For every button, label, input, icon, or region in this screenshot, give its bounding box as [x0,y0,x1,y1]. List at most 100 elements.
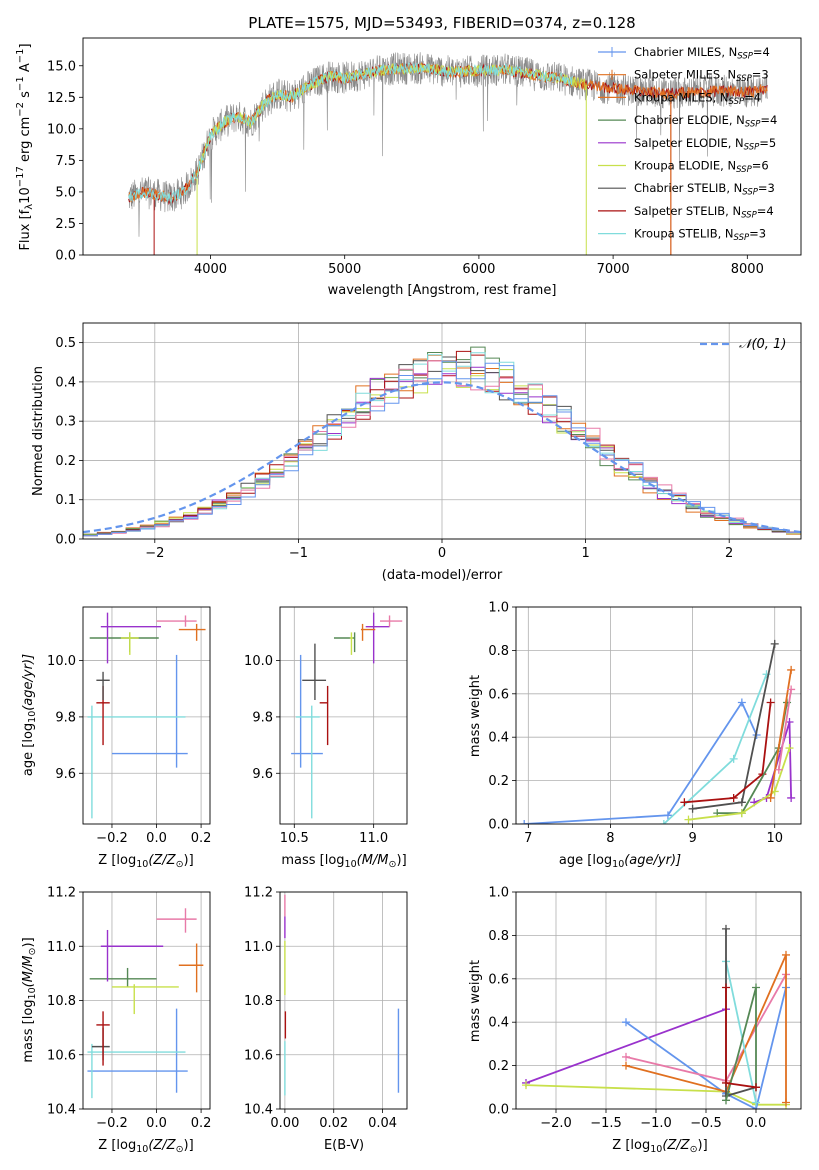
x-tick-label: 1 [581,546,589,561]
axes-age-vs-mass: 10.5 11.0 9.6 9.8 10.0 [244,606,408,846]
plus-marker [787,665,796,674]
label-part: )] [21,937,36,947]
y-tick-label: 0.5 [55,336,76,351]
legend-sub: SSP [736,165,752,175]
x-tick-label: 0.0 [146,831,167,846]
series-line [725,961,757,1103]
y-tick-label: 0.2 [488,774,509,789]
plot-area [83,346,801,537]
legend-tail: =6 [752,159,769,173]
axes-frame [515,606,802,825]
x-tick-label: −1.5 [590,1116,622,1131]
label-part: (M/M [21,955,36,987]
label-sub: ⊙ [690,1144,698,1155]
plus-marker [770,639,779,648]
legend-tail: =3 [749,227,766,241]
series-line [525,1084,786,1106]
legend-label: Salpeter STELIB, N [634,204,741,218]
x-axis-label: Z [log10(Z/Z⊙)] [98,1138,193,1155]
legend-entry: Kroupa MILES, NSSP=4 [634,90,761,107]
x-tick-label: 10 [766,831,783,846]
x-tick-label: 7000 [597,262,630,277]
label-part: (M/M [357,853,389,868]
y-axis-label: mass weight [468,960,483,1042]
x-tick-label: −1 [289,546,308,561]
x-tick-label: 10.5 [280,831,309,846]
legend-label: Salpeter ELODIE, N [634,136,744,150]
y-tick-label: 10.4 [47,1103,76,1118]
legend-sub: SSP [729,97,745,107]
x-tick-label: −2 [145,546,164,561]
x-tick-label: 11.0 [359,831,388,846]
legend-tail: =4 [757,204,774,218]
legend-tail: =4 [760,113,777,127]
x-tick-label: 4000 [194,262,227,277]
x-tick-label: 2 [725,546,733,561]
x-tick-label: 8000 [731,262,764,277]
legend-entry: Chabrier MILES, NSSP=4 [634,45,770,62]
plus-marker [766,793,775,802]
x-tick-label: 0.2 [191,831,212,846]
y-tick-label: 0.8 [488,929,509,944]
plot-area [291,612,403,819]
label-sub: λ [24,204,35,210]
y-tick-label: 0.0 [55,249,76,264]
y-tick-label: 10.8 [47,994,76,1009]
legend-label: Chabrier STELIB, N [634,181,742,195]
plus-marker [787,793,796,802]
legend-label: Kroupa MILES, N [634,90,729,104]
label-part: age [log [21,723,36,776]
legend-tail: =4 [753,45,770,59]
x-tick-label: 0 [438,546,446,561]
series-line [663,673,768,824]
label-part: (age/yr)] [21,654,36,711]
label-sub: ⊙ [389,859,397,870]
label-part: )] [184,1138,194,1153]
y-tick-label: 9.6 [252,767,273,782]
axes-frame [515,891,802,1110]
chart-title: PLATE=1575, MJD=53493, FIBERID=0374, z=0… [248,14,635,32]
legend-entry: Salpeter STELIB, NSSP=4 [634,204,774,221]
x-axis-label: Z [log10(Z/Z⊙)] [98,853,193,870]
plus-marker [520,820,529,824]
plus-marker [774,765,783,774]
x-tick-label: 0.04 [368,1116,397,1131]
axes-mass-vs-Z: −0.2 0.0 0.2 10.4 10.6 10.8 11.0 11.2 [47,886,211,1132]
series-line [625,987,787,1109]
x-tick-label: 0.2 [191,1116,212,1131]
y-tick-label: 0.1 [55,493,76,508]
x-tick-label: 0.0 [146,1116,167,1131]
axes-mass-weight-vs-age: 7 8 9 10 0.0 0.2 0.4 0.6 0.8 1.0 [488,601,802,846]
x-tick-label: −0.2 [96,831,128,846]
x-tick-label: 7 [524,831,532,846]
y-axis-label: age [log10(age/yr)] [21,654,38,776]
label-sub: ⊙ [176,1144,184,1155]
x-axis-label: (data-model)/error [382,568,503,583]
x-axis-label: mass [log10(M/M⊙)] [281,853,406,870]
y-tick-label: 10.4 [244,1103,273,1118]
label-sub: 10 [136,1144,148,1155]
axes-spectrum: 4000 5000 6000 7000 8000 0.0 2.5 5.0 7.5 10.0 12.5… [47,37,802,277]
x-tick-label: 5000 [328,262,361,277]
plot-area [520,639,796,824]
plus-marker [722,1078,730,1087]
plus-marker [752,1098,760,1107]
plus-marker [688,804,697,813]
plot-area [87,908,204,1099]
plot-area [522,924,790,1109]
y-tick-label: 0.8 [488,644,509,659]
y-tick-label: 10.0 [47,654,76,669]
legend-label: Kroupa STELIB, N [634,227,734,241]
label-sub: ⊙ [176,859,184,870]
x-tick-label: 0.02 [319,1116,348,1131]
y-tick-label: 12.5 [47,91,76,106]
axes-age-vs-Z: −0.2 0.0 0.2 9.6 9.8 10.0 [47,606,212,846]
axes-frame [82,37,802,256]
legend-label: Chabrier MILES, N [634,45,737,59]
plus-marker [722,1096,730,1105]
plus-marker [622,1018,630,1027]
legend-entry: Chabrier STELIB, NSSP=3 [634,181,775,198]
plus-marker [782,950,790,959]
plus-marker [729,793,738,802]
